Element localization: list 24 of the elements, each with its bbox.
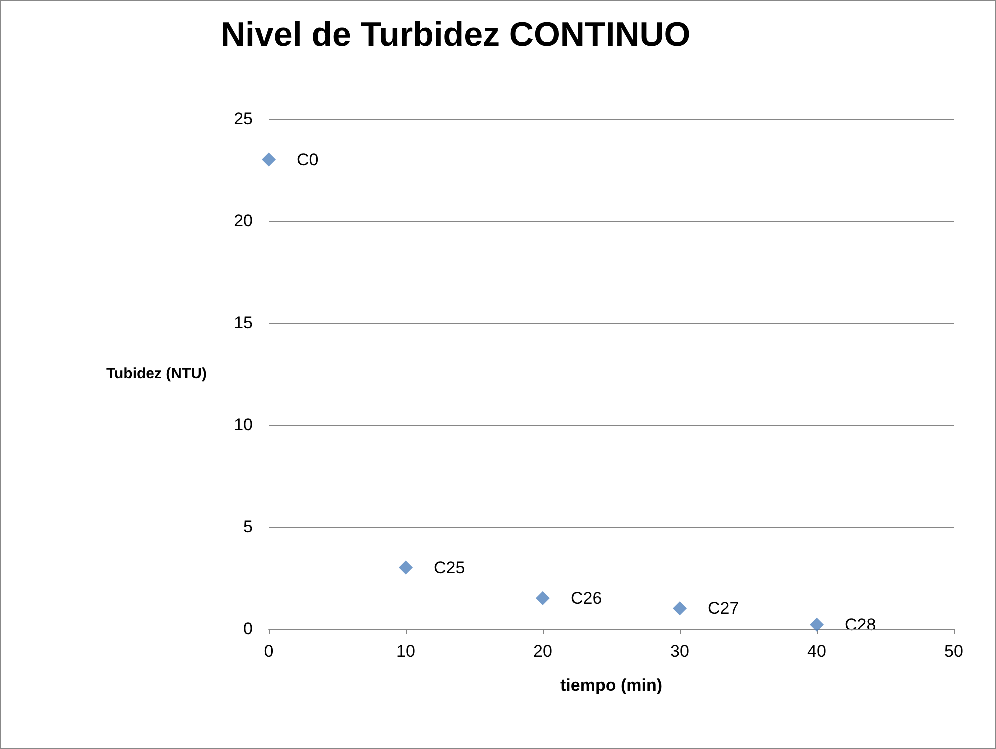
point — [536, 591, 550, 606]
x-tick-label: 50 — [944, 642, 964, 661]
chart-title: Nivel de Turbidez CONTINUO — [221, 16, 691, 54]
point — [810, 618, 824, 632]
x-tick-label: 10 — [396, 642, 416, 661]
y-tick-label: 5 — [244, 518, 253, 536]
annotation: C27 — [708, 599, 740, 618]
point — [673, 602, 687, 616]
y-tick-label: 20 — [234, 212, 253, 230]
y-tick-label: 15 — [234, 314, 253, 332]
x-tick-label: 30 — [670, 642, 690, 661]
point — [399, 560, 413, 575]
annotation: C25 — [434, 558, 466, 578]
y-tick-label: 25 — [234, 110, 253, 128]
annotation: C26 — [571, 588, 602, 608]
y-tick-label: 0 — [244, 620, 253, 638]
x-tick-label: 0 — [264, 642, 274, 661]
x-tick-label: 40 — [808, 642, 826, 661]
y-axis-title: Tubidez (NTU) — [106, 366, 207, 382]
annotation: C0 — [297, 150, 319, 170]
y-tick-label: 10 — [234, 416, 253, 434]
x-axis-title: tiempo (min) — [560, 676, 662, 695]
x-tick-label: 20 — [534, 642, 552, 661]
point — [262, 152, 276, 167]
